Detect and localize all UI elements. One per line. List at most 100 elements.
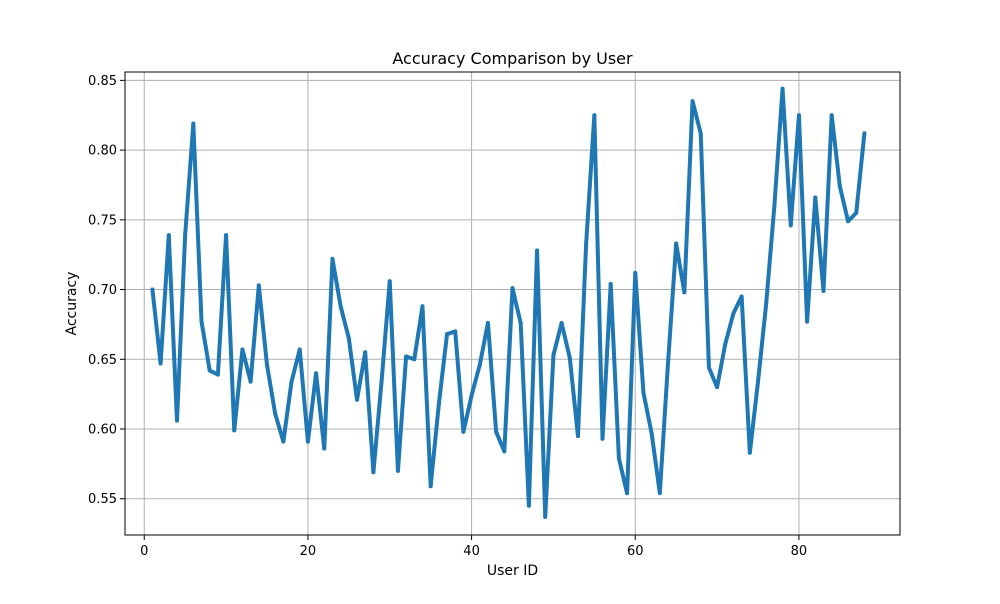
- data-point: [338, 304, 343, 309]
- data-point: [608, 281, 613, 286]
- data-point: [698, 131, 703, 136]
- data-point: [485, 321, 490, 326]
- data-point: [813, 195, 818, 200]
- accuracy-points: [150, 86, 867, 519]
- y-tick-label: 0.70: [88, 283, 117, 298]
- x-tick-label: 0: [140, 544, 148, 559]
- data-point: [715, 385, 720, 390]
- data-point: [264, 362, 269, 367]
- data-point: [829, 113, 834, 118]
- data-point: [756, 379, 761, 384]
- data-point: [674, 241, 679, 246]
- data-point: [584, 241, 589, 246]
- data-point: [543, 514, 548, 519]
- y-tick-label: 0.65: [88, 353, 117, 368]
- data-point: [150, 287, 155, 292]
- data-point: [739, 294, 744, 299]
- data-point: [723, 341, 728, 346]
- data-point: [428, 484, 433, 489]
- data-point: [346, 336, 351, 341]
- plot-frame: [124, 71, 901, 536]
- data-point: [224, 233, 229, 238]
- data-point: [764, 301, 769, 306]
- data-point: [436, 401, 441, 406]
- y-tick-label: 0.75: [88, 213, 117, 228]
- data-point: [616, 456, 621, 461]
- data-point: [330, 256, 335, 261]
- data-point: [772, 203, 777, 208]
- data-point: [379, 379, 384, 384]
- data-point: [445, 332, 450, 337]
- data-point: [395, 468, 400, 473]
- data-point: [453, 329, 458, 334]
- y-tick-label: 0.60: [88, 423, 117, 438]
- data-point: [232, 428, 237, 433]
- data-point: [551, 353, 556, 358]
- y-tick-label: 0.80: [88, 144, 117, 159]
- data-point: [649, 431, 654, 436]
- data-point: [641, 390, 646, 395]
- data-point: [322, 446, 327, 451]
- data-point: [469, 393, 474, 398]
- data-point: [805, 319, 810, 324]
- data-point: [567, 355, 572, 360]
- data-point: [158, 361, 163, 366]
- data-point: [174, 418, 179, 423]
- data-point: [289, 379, 294, 384]
- data-point: [690, 99, 695, 104]
- x-tick-label: 80: [791, 544, 808, 559]
- data-point: [788, 223, 793, 228]
- data-point: [682, 290, 687, 295]
- data-point: [747, 450, 752, 455]
- data-point: [273, 411, 278, 416]
- data-point: [665, 361, 670, 366]
- x-tick-label: 60: [627, 544, 644, 559]
- data-point: [166, 233, 171, 238]
- data-point: [837, 184, 842, 189]
- data-point: [862, 131, 867, 136]
- data-point: [207, 368, 212, 373]
- data-point: [633, 270, 638, 275]
- data-point: [191, 121, 196, 126]
- data-point: [494, 429, 499, 434]
- data-point: [281, 439, 286, 444]
- data-point: [731, 311, 736, 316]
- data-point: [297, 347, 302, 352]
- data-point: [355, 397, 360, 402]
- chart-title: Accuracy Comparison by User: [392, 49, 633, 68]
- accuracy-series-line: [150, 86, 867, 519]
- data-point: [314, 371, 319, 376]
- data-point: [387, 279, 392, 284]
- data-point: [215, 372, 220, 377]
- data-point: [854, 210, 859, 215]
- data-point: [240, 347, 245, 352]
- data-point: [526, 503, 531, 508]
- data-point: [780, 86, 785, 91]
- axis-ticks: 0 20 40 60 80 0.55 0.60 0.65 0.70 0.75 0.80 0.85: [88, 74, 807, 559]
- data-point: [706, 365, 711, 370]
- y-axis-label: Accuracy: [64, 272, 80, 336]
- data-point: [535, 248, 540, 253]
- data-point: [518, 321, 523, 326]
- x-axis-label: User ID: [487, 563, 538, 579]
- data-point: [559, 321, 564, 326]
- data-point: [256, 283, 261, 288]
- data-point: [510, 286, 515, 291]
- data-point: [600, 436, 605, 441]
- data-point: [821, 288, 826, 293]
- data-point: [657, 491, 662, 496]
- data-point: [477, 362, 482, 367]
- data-point: [420, 304, 425, 309]
- data-point: [575, 433, 580, 438]
- data-point: [248, 379, 253, 384]
- x-tick-label: 40: [463, 544, 480, 559]
- x-tick-label: 20: [300, 544, 317, 559]
- data-point: [846, 219, 851, 224]
- data-point: [371, 470, 376, 475]
- series-layer: [150, 86, 867, 519]
- data-point: [796, 113, 801, 118]
- data-point: [199, 319, 204, 324]
- data-point: [183, 233, 188, 238]
